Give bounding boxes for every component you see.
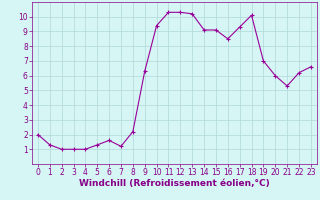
X-axis label: Windchill (Refroidissement éolien,°C): Windchill (Refroidissement éolien,°C) [79,179,270,188]
